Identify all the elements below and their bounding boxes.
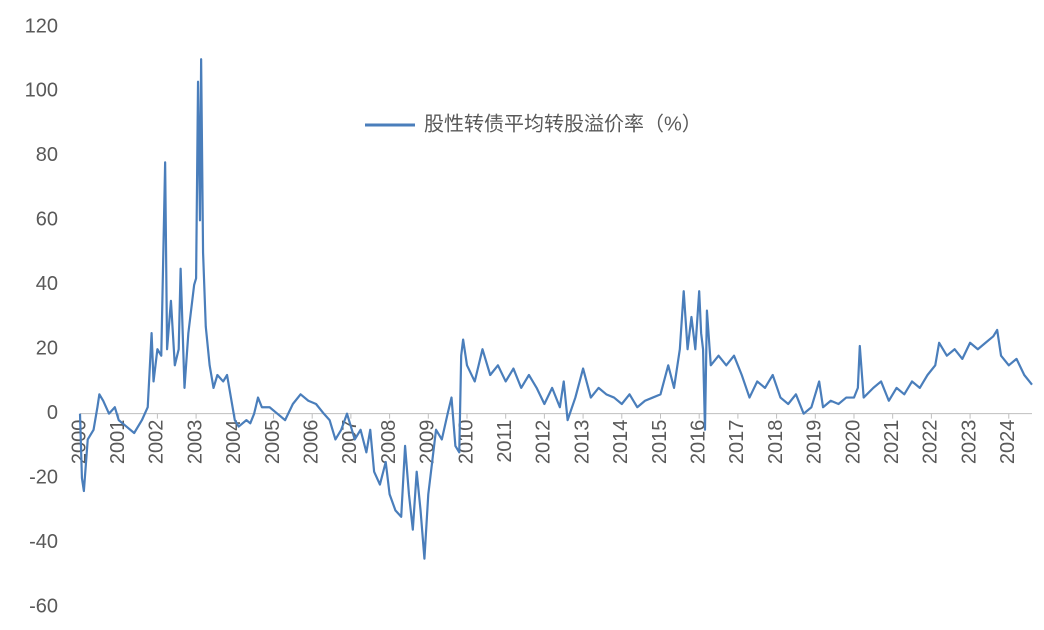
y-tick-label: 20 — [36, 338, 58, 360]
x-tick-label: 2018 — [765, 420, 787, 465]
x-tick-label: 2004 — [223, 420, 245, 465]
x-tick-label: 2020 — [842, 420, 864, 465]
x-tick-label: 2006 — [300, 420, 322, 465]
x-tick-label: 2002 — [146, 420, 168, 465]
x-tick-label: 2003 — [184, 420, 206, 465]
legend-label: 股性转债平均转股溢价率（%） — [424, 112, 702, 135]
x-tick-label: 2011 — [494, 420, 516, 463]
x-tick-label: 2021 — [881, 420, 903, 465]
x-tick-label: 2024 — [997, 420, 1019, 465]
x-tick-label: 2023 — [958, 420, 980, 465]
y-tick-label: -40 — [29, 531, 58, 553]
x-tick-label: 2017 — [726, 420, 748, 465]
x-tick-label: 2012 — [533, 420, 555, 465]
y-tick-label: 40 — [36, 273, 58, 295]
y-tick-label: 60 — [36, 209, 58, 231]
x-tick-label: 2000 — [68, 420, 90, 465]
y-tick-label: -20 — [29, 466, 58, 488]
x-tick-label: 2001 — [107, 420, 129, 465]
x-tick-label: 2015 — [649, 420, 671, 465]
x-tick-label: 2007 — [339, 420, 361, 465]
x-tick-label: 2014 — [610, 420, 632, 465]
y-tick-label: 0 — [47, 402, 58, 424]
y-tick-label: -60 — [29, 595, 58, 617]
x-tick-label: 2022 — [920, 420, 942, 465]
legend: 股性转债平均转股溢价率（%） — [365, 112, 702, 135]
y-tick-label: 120 — [25, 15, 58, 37]
y-tick-label: 100 — [25, 80, 58, 102]
series-line — [78, 58, 1033, 560]
y-tick-label: 80 — [36, 144, 58, 166]
x-tick-label: 2005 — [262, 420, 284, 465]
x-tick-label: 2013 — [571, 420, 593, 465]
x-tick-label: 2008 — [378, 420, 400, 465]
x-tick-label: 2019 — [804, 420, 826, 465]
x-tick-label: 2016 — [687, 420, 709, 465]
